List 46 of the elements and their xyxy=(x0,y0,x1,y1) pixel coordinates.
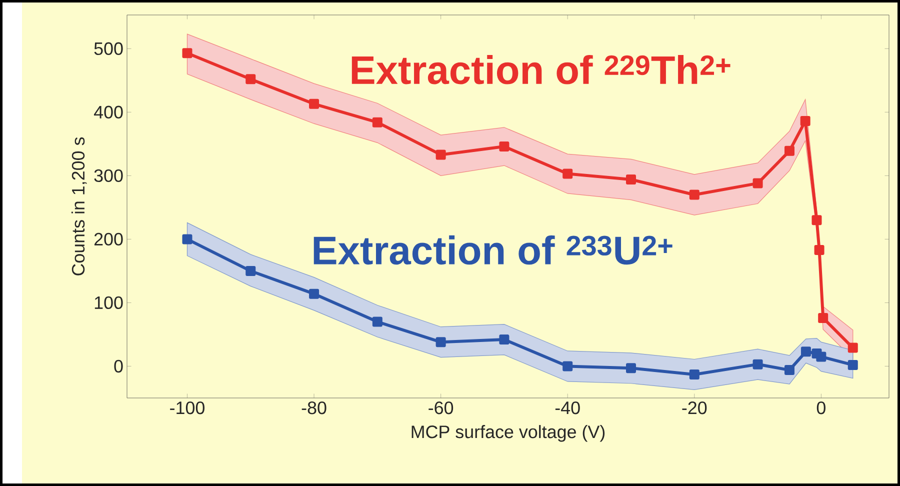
point xyxy=(626,363,636,374)
series-label: Extraction of $^{229}$Th$^{2+}$ xyxy=(352,54,730,84)
point xyxy=(752,359,763,370)
x-tick-label: 0 xyxy=(816,401,826,414)
point xyxy=(436,150,446,160)
series-label: Extraction of $^{233}$U$^{2+}$ xyxy=(314,235,672,265)
point xyxy=(372,117,382,128)
point xyxy=(562,168,573,179)
y-axis-title: Counts in 1,200 s xyxy=(71,137,87,276)
x-tick-label: -60 xyxy=(428,401,454,414)
point xyxy=(246,74,256,84)
y-tick-label: 0 xyxy=(114,360,123,373)
point xyxy=(800,346,811,357)
point xyxy=(800,116,810,126)
point xyxy=(499,141,510,152)
y-tick-label: 500 xyxy=(94,42,123,55)
y-tick-label: 300 xyxy=(94,169,123,182)
point xyxy=(626,174,636,184)
point xyxy=(784,146,794,156)
point xyxy=(848,360,858,370)
point xyxy=(689,190,700,200)
y-tick-label: 400 xyxy=(94,106,123,119)
point xyxy=(309,288,320,299)
point xyxy=(182,234,192,244)
x-tick-label: -40 xyxy=(555,401,580,414)
point xyxy=(784,365,794,376)
x-tick-label: -20 xyxy=(682,401,707,414)
point xyxy=(848,342,858,353)
x-tick-label: -80 xyxy=(302,401,326,414)
y-tick-label: 100 xyxy=(94,296,123,310)
point xyxy=(246,266,256,276)
point xyxy=(689,369,700,380)
y-tick-label: 200 xyxy=(94,232,123,246)
point xyxy=(816,352,826,362)
point xyxy=(814,244,824,255)
point xyxy=(372,316,382,327)
point xyxy=(436,337,446,348)
point xyxy=(752,178,763,188)
point xyxy=(499,334,510,345)
point xyxy=(309,98,320,109)
point xyxy=(182,48,192,58)
x-axis-title: MCP surface voltage (V) xyxy=(412,425,605,442)
point xyxy=(818,312,828,323)
point xyxy=(812,215,822,226)
x-tick-label: -100 xyxy=(170,401,204,414)
point xyxy=(562,361,573,372)
